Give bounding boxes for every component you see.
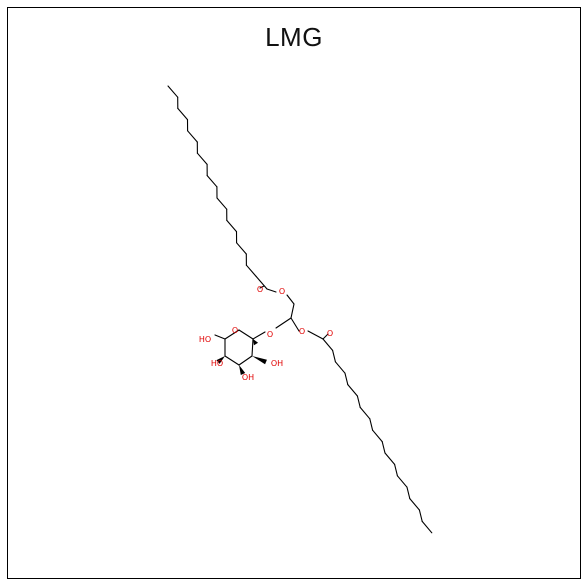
anomeric-wedge [253,339,259,346]
lower-ester-bond [307,330,324,340]
upper-chain-bond [196,152,208,165]
carbonyl-oxygen-upper-label: O [257,285,263,294]
lower-chain-bond [409,498,420,511]
hydroxymethyl-bond [214,334,226,340]
upper-chain-bond [167,85,179,98]
upper-carbonyl-bond [255,275,268,290]
hydroxyl-3-label: OH [242,373,254,382]
carbonyl-oxygen-lower-label: O [327,329,333,338]
lower-chain-bond [322,338,334,351]
glycosidic-oxygen-label: O [267,330,273,339]
upper-carbonyl-double-bond [259,285,265,289]
upper-chain-bond [245,264,257,277]
molecule-title: LMG [265,22,323,52]
lower-chain-bond [372,429,383,443]
glycerol-bond [290,317,300,332]
figure-frame: LMG O O O O O O HO HO OH OH [7,7,581,579]
upper-ester-bond [266,288,277,293]
structure-drawing: O O O O O O HO HO OH OH [167,85,433,534]
lower-chain-bond [369,418,374,431]
upper-chain-bond [206,175,218,188]
lower-chain-bond [334,361,346,374]
lower-chain-bond [394,463,398,477]
ester-oxygen-upper-label: O [279,287,285,296]
hydroxyl-4-label: HO [211,359,223,368]
glycerol-bond [275,317,292,329]
lower-chain-bond [418,509,423,522]
hydroxyl-4-wedge [216,356,225,364]
glycerol-bond [290,303,295,319]
lower-chain-bond [406,486,411,500]
lower-chain-bond [332,349,336,363]
lower-chain-bond [381,441,386,454]
lower-chain-bond [344,372,349,386]
sugar-ring-bond [251,338,254,357]
upper-chain-bond [187,130,198,143]
lower-chain-bond [347,384,358,397]
hydroxyl-6-label: HO [199,335,211,344]
lower-chain-bond [421,520,433,534]
upper-chain-bond [216,197,228,210]
upper-chain-bond [236,242,247,255]
sugar-ring-bond [238,329,254,340]
sugar-ring-bond [224,329,240,340]
hydroxyl-2-wedge [252,356,267,365]
lower-carbonyl-double-bond [322,333,329,340]
sugar-ring-bond [238,355,253,366]
lower-chain-bond [396,475,408,488]
lower-chain-bond [356,395,361,408]
sugar-ring-bond [224,355,240,366]
hydroxyl-2-label: OH [271,359,283,368]
lower-chain-bond [359,406,371,420]
hydroxyl-3-wedge [239,365,246,375]
lower-chain-bond [384,452,396,465]
upper-chain-bond [226,219,238,233]
glycosidic-bond [252,331,266,340]
upper-chain-bond [177,107,189,121]
ring-oxygen-label: O [232,326,238,335]
ester-oxygen-lower-label: O [299,327,305,336]
ester-oxygen-to-glycerol-bond [286,294,295,305]
